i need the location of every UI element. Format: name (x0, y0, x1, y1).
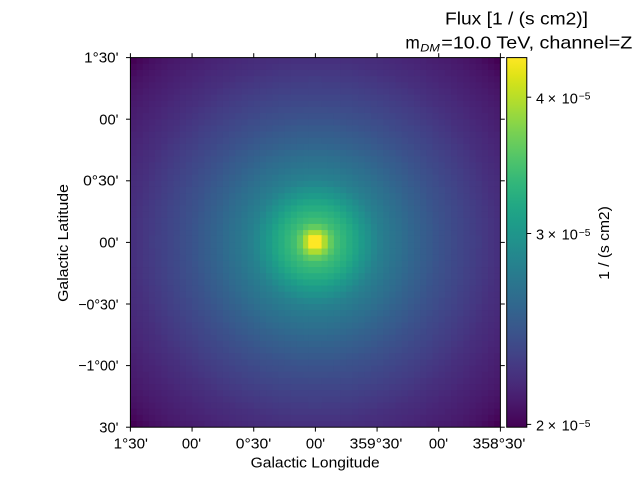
svg-text:00': 00' (429, 437, 448, 453)
svg-text:3×10−5: 3 × 10−5 (536, 228, 591, 244)
svg-text:00': 00' (99, 113, 118, 129)
svg-text:30': 30' (99, 421, 118, 437)
svg-text:1 / (s cm2): 1 / (s cm2) (597, 206, 613, 280)
svg-text:0°30': 0°30' (83, 174, 119, 190)
svg-text:358°30': 358°30' (473, 437, 526, 453)
svg-text:1°30': 1°30' (114, 437, 149, 453)
svg-text:1°30': 1°30' (84, 51, 119, 67)
svg-text:00': 00' (306, 437, 325, 453)
svg-text:359°30': 359°30' (350, 437, 403, 453)
svg-text:DM: DM (420, 42, 440, 54)
svg-text:=10.0 TeV, channel=Z: =10.0 TeV, channel=Z (441, 33, 632, 53)
svg-text:0°30': 0°30' (236, 437, 272, 453)
svg-text:Flux [1 / (s cm2)]: Flux [1 / (s cm2)] (445, 8, 588, 28)
svg-text:Galactic Latitude: Galactic Latitude (56, 184, 72, 302)
svg-text:00': 00' (182, 437, 201, 453)
svg-text:2×10−5: 2 × 10−5 (536, 419, 591, 435)
svg-text:−1°00': −1°00' (78, 359, 119, 375)
svg-text:00': 00' (99, 236, 118, 252)
svg-text:−0°30': −0°30' (78, 298, 119, 314)
svg-text:m: m (405, 33, 419, 53)
svg-text:4×10−5: 4 × 10−5 (536, 91, 591, 107)
svg-text:Galactic Longitude: Galactic Longitude (251, 456, 380, 472)
